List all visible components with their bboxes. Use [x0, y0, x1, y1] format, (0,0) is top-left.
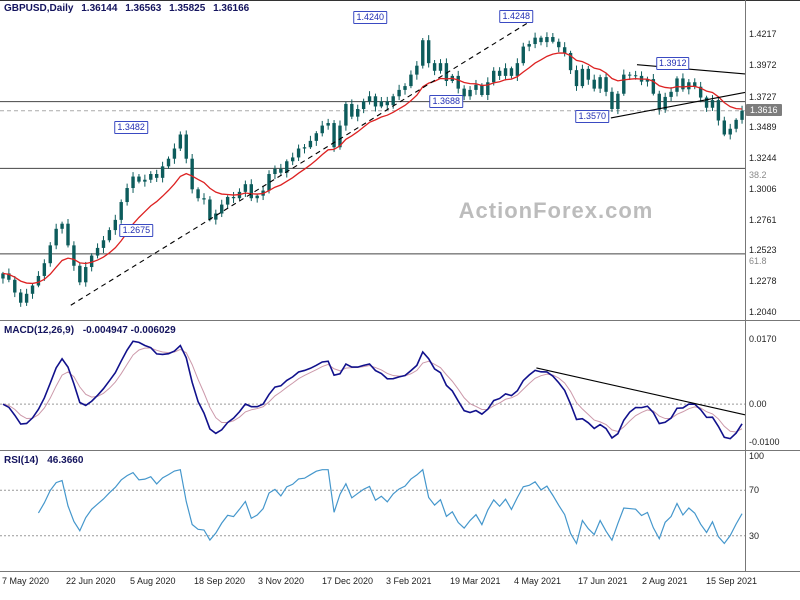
ohlc-low-value: 1.35825	[169, 3, 206, 14]
price-tag: 1.4248	[499, 10, 534, 24]
x-axis-label: 4 May 2021	[514, 576, 562, 586]
rsi-y-axis-label: 70	[749, 485, 760, 496]
rsi-series[interactable]	[0, 468, 745, 546]
x-axis-label: 3 Nov 2020	[258, 576, 305, 586]
price-tag: 1.3688	[429, 94, 464, 108]
main-y-axis-label: 1.2761	[749, 214, 777, 225]
rsi-indicator-name: RSI(14)	[4, 455, 39, 466]
macd-indicator-name: MACD(12,26,9)	[4, 325, 75, 336]
rsi-y-axis-label: 100	[749, 451, 765, 461]
main-y-axis-label: 1.3727	[749, 91, 777, 102]
x-axis-label: 18 Sep 2020	[194, 576, 246, 586]
watermark: ActionForex.com	[458, 198, 654, 223]
ohlc-high-value: 1.36563	[125, 3, 162, 14]
horizontal-level-lines	[0, 101, 745, 255]
macd-trendline	[536, 367, 746, 416]
current-price-tag: 1.3616	[746, 103, 782, 116]
price-tag: 1.4240	[353, 11, 388, 25]
x-axis-label: 5 Aug 2020	[130, 576, 176, 586]
main-y-axis-label: 1.2523	[749, 245, 777, 256]
x-axis-label: 22 Jun 2020	[66, 576, 116, 586]
x-axis-label: 15 Sep 2021	[706, 576, 758, 586]
macd-y-axis-label: 0.00	[749, 399, 767, 410]
rsi-indicator-value: 46.3660	[47, 455, 84, 466]
macd-series[interactable]	[0, 340, 746, 440]
macd-main-line	[2, 340, 743, 440]
main-y-axis-label: 1.3489	[749, 121, 777, 132]
panel-separators	[0, 0, 800, 572]
main-y-axis-label: 1.2278	[749, 276, 777, 287]
price-tag: 1.3912	[655, 57, 690, 71]
rsi-panel-label: RSI(14) 46.3660	[4, 455, 83, 466]
rsi-y-axis-label: 30	[749, 530, 760, 541]
x-axis-label: 19 Mar 2021	[450, 576, 501, 586]
x-axis-label: 17 Dec 2020	[322, 576, 374, 586]
trendlines	[70, 19, 746, 306]
x-axis-label: 3 Feb 2021	[386, 576, 432, 586]
main-y-axis-label: 1.2040	[749, 306, 777, 317]
macd-y-axis-label: -0.0100	[749, 437, 780, 448]
ohlc-close-value: 1.36166	[213, 3, 250, 14]
symbol-label: GBPUSD,Daily	[4, 3, 74, 14]
price-tag: 1.3482	[114, 120, 148, 134]
main-y-axis-label: 1.3244	[749, 153, 777, 164]
macd-signal-line	[2, 347, 743, 433]
price-tag: 1.2675	[119, 223, 154, 237]
price-tag: 1.3570	[575, 109, 610, 123]
candlestick-series[interactable]	[1, 32, 744, 307]
main-y-axis-label: 1.3006	[749, 183, 777, 194]
ohlc-open-value: 1.36144	[81, 3, 118, 14]
main-y-axis-label: 1.3972	[749, 60, 777, 71]
fib-level-label: 38.2	[749, 170, 767, 181]
main-y-axis-label: 1.4217	[749, 29, 777, 40]
macd-indicator-values: -0.004947 -0.006029	[82, 325, 176, 336]
x-axis-label: 2 Aug 2021	[642, 576, 688, 586]
macd-panel-label: MACD(12,26,9) -0.004947 -0.006029	[4, 325, 176, 336]
chart-title: GBPUSD,Daily 1.36144 1.36563 1.35825 1.3…	[4, 3, 254, 14]
macd-y-axis-label: 0.0170	[749, 334, 777, 345]
fib-level-label: 61.8	[749, 255, 767, 266]
rsi-main-line	[37, 468, 743, 546]
x-axis-label: 17 Jun 2021	[578, 576, 628, 586]
x-axis-label: 7 May 2020	[2, 576, 50, 586]
